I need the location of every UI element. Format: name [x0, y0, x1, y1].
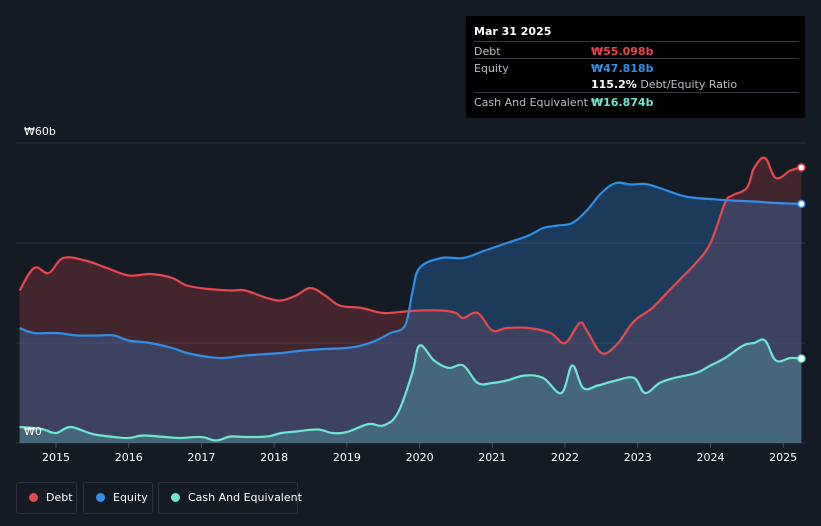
line-debt — [18, 156, 802, 355]
legend-item-debt[interactable]: Debt — [16, 482, 77, 514]
legend-cash-dot — [171, 493, 180, 502]
x-axis-ticks — [55, 443, 784, 448]
endpoint-debt — [797, 163, 806, 172]
series-areas — [19, 157, 802, 443]
area-cash — [19, 339, 802, 443]
endpoint-equity — [797, 199, 806, 209]
tooltip-ratio-row: 115.2% Debt/Equity Ratio — [474, 75, 799, 92]
data-tooltip: Mar 31 2025 Debt ₩55.098b Equity ₩47.818… — [466, 16, 805, 118]
tooltip-equity-value: ₩47.818b — [591, 62, 654, 75]
endpoint-cash — [797, 354, 806, 363]
tooltip-ratio-value: 115.2% — [591, 78, 637, 91]
area-equity — [19, 182, 802, 443]
x-tick-label-2024: 2024 — [696, 451, 725, 464]
tooltip-cash-row: Cash And Equivalent ₩16.874b — [474, 92, 799, 110]
line-equity — [19, 181, 802, 360]
legend-equity-dot — [96, 493, 105, 502]
x-tick-label-2015: 2015 — [41, 451, 70, 464]
y-axis-max-label: ₩60b — [24, 125, 56, 138]
x-tick-label-2018: 2018 — [260, 451, 289, 464]
tooltip-ratio-label: Debt/Equity Ratio — [640, 78, 738, 91]
legend-debt-label: Debt — [46, 491, 73, 504]
tooltip-cash-value: ₩16.874b — [591, 96, 654, 109]
tooltip-debt-row: Debt ₩55.098b — [474, 41, 799, 59]
tooltip-equity-label: Equity — [474, 62, 509, 75]
tooltip-date: Mar 31 2025 — [474, 25, 552, 38]
tooltip-cash-label: Cash And Equivalent — [474, 96, 588, 109]
x-tick-label-2025: 2025 — [769, 451, 798, 464]
series-endpoints — [797, 163, 806, 363]
x-tick-label-2023: 2023 — [623, 451, 652, 464]
x-tick-label-2017: 2017 — [187, 451, 216, 464]
y-axis-zero-label: ₩0 — [24, 425, 42, 438]
x-tick-label-2022: 2022 — [551, 451, 580, 464]
x-tick-label-2021: 2021 — [478, 451, 507, 464]
legend-item-cash[interactable]: Cash And Equivalent — [158, 482, 302, 514]
legend-item-equity[interactable]: Equity — [83, 482, 153, 514]
area-debt — [19, 157, 802, 443]
legend-cash-label: Cash And Equivalent — [188, 491, 302, 504]
tooltip-debt-value: ₩55.098b — [591, 45, 654, 58]
series-lines — [18, 156, 802, 442]
tooltip-ratio: 115.2% Debt/Equity Ratio — [591, 78, 737, 91]
legend-debt-dot — [29, 493, 38, 502]
x-tick-label-2019: 2019 — [332, 451, 361, 464]
tooltip-equity-row: Equity ₩47.818b — [474, 58, 799, 76]
tooltip-debt-label: Debt — [474, 45, 501, 58]
legend-equity-label: Equity — [113, 491, 148, 504]
x-tick-label-2020: 2020 — [405, 451, 434, 464]
line-cash — [19, 338, 802, 442]
x-tick-label-2016: 2016 — [114, 451, 143, 464]
